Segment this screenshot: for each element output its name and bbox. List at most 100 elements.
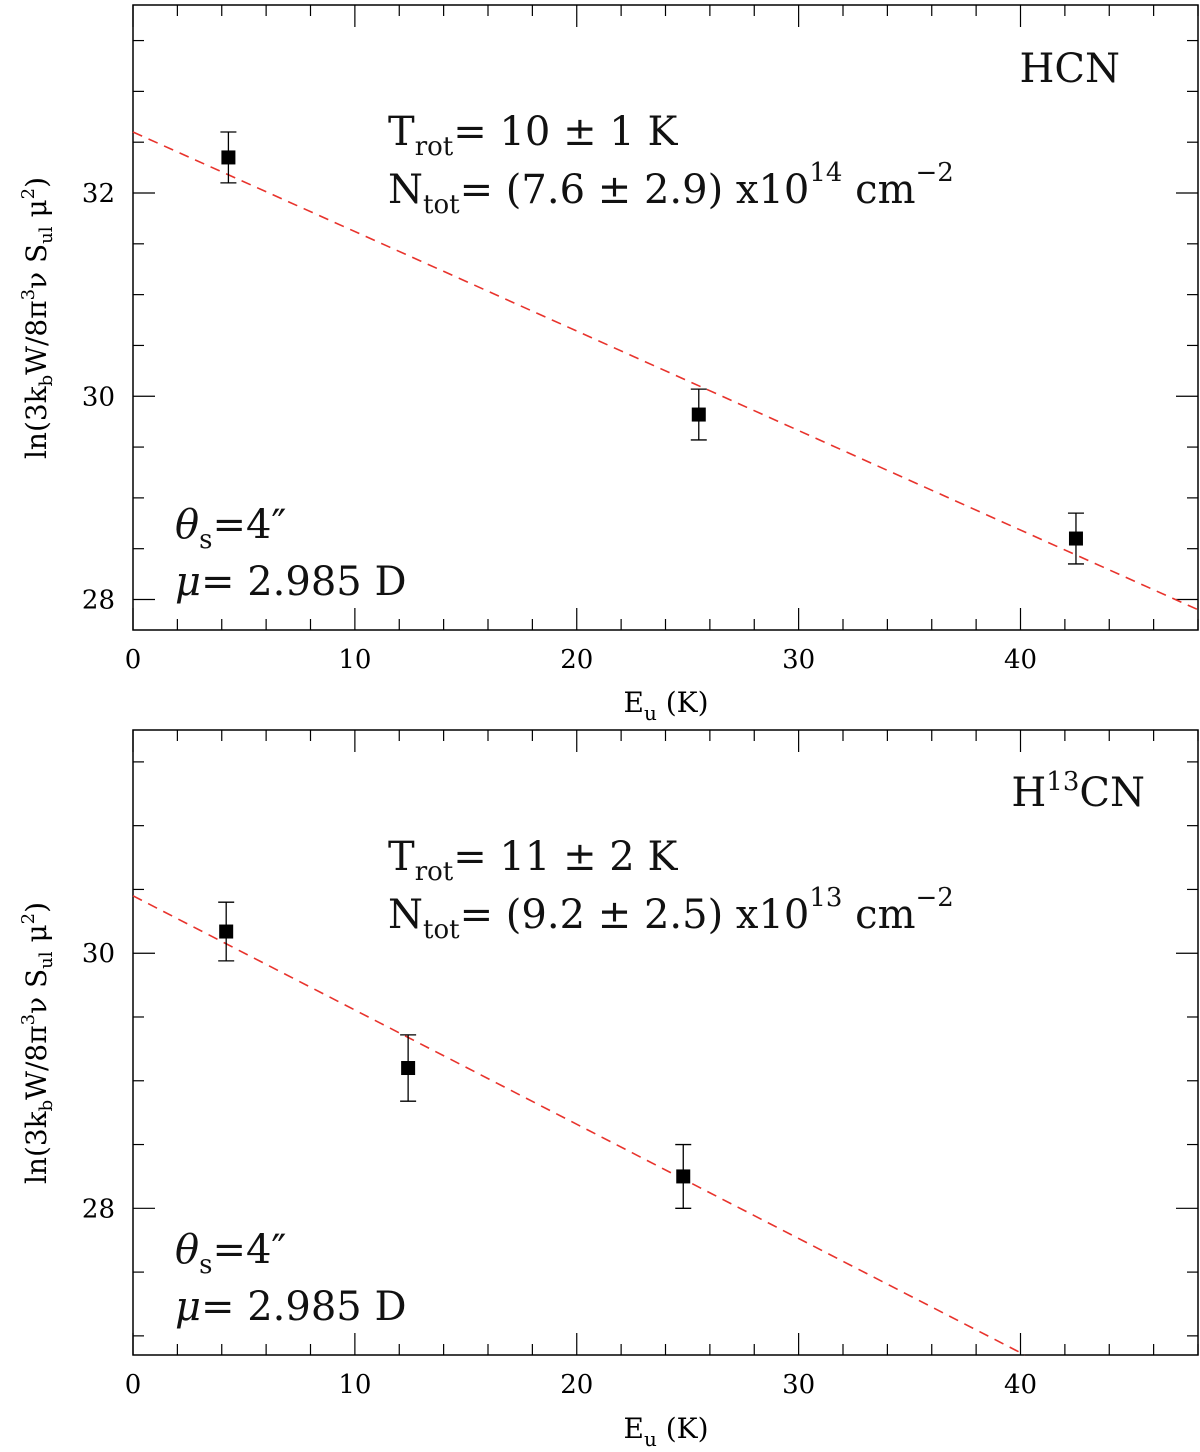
x-axis-main: E — [623, 686, 643, 719]
y-part: ul — [36, 951, 57, 969]
x-tick-label: 10 — [338, 645, 371, 675]
y-part: ul — [36, 226, 57, 244]
ntot-exp: 14 — [809, 158, 842, 188]
data-point — [219, 924, 234, 939]
ntot-value: = (9.2 ± 2.5) x10 — [460, 892, 810, 938]
ntot-unit-exp: −2 — [916, 158, 954, 188]
y-part: ν S — [20, 969, 53, 1014]
y-part: 2 — [18, 913, 39, 924]
mu-annotation: μ= 2.985 D — [175, 559, 407, 605]
x-axis-main: E — [623, 1412, 643, 1445]
molecule-prefix: H — [1011, 770, 1046, 816]
axis-ticks — [132, 5, 1199, 630]
x-axis-title: Eu (K) — [623, 686, 708, 725]
y-axis-title: ln(3kbW/8π3ν Sul μ2) — [18, 902, 57, 1184]
theta-value: =4″ — [212, 502, 286, 548]
y-tick-label: 30 — [82, 382, 115, 412]
y-part: 3 — [18, 1014, 39, 1025]
y-part: μ — [20, 924, 53, 951]
theta-annotation: θs=4″ — [175, 1227, 286, 1280]
tick-labels: 0 10 20 30 40 28 30 — [82, 939, 1037, 1400]
y-part: ν S — [20, 244, 53, 289]
ntot-unit: cm — [842, 167, 915, 213]
data-point — [676, 1169, 691, 1184]
ntot-annotation: Ntot= (7.6 ± 2.9) x1014 cm−2 — [388, 158, 954, 220]
x-axis-rest: (K) — [657, 686, 709, 719]
trot-annotation: Trot= 10 ± 1 K — [388, 109, 678, 162]
theta-sub: s — [199, 525, 212, 555]
x-axis-sub: u — [644, 1427, 657, 1451]
data-points — [218, 901, 692, 1209]
theta-sub: s — [199, 1250, 212, 1280]
y-tick-label: 28 — [82, 1194, 115, 1224]
x-tick-label: 40 — [1004, 645, 1037, 675]
y-tick-label: 28 — [82, 586, 115, 616]
mu-label: μ — [175, 559, 201, 605]
trot-value: = 10 ± 1 K — [453, 109, 678, 155]
tick-labels: 0 10 20 30 40 28 30 32 — [82, 179, 1037, 675]
ntot-sub: tot — [423, 190, 460, 220]
trot-value: = 11 ± 2 K — [453, 834, 678, 880]
y-part: ) — [20, 177, 53, 188]
data-points — [220, 131, 1084, 565]
data-point — [1068, 531, 1083, 546]
ntot-exp: 13 — [809, 883, 842, 913]
y-part: ln(3k — [20, 1110, 53, 1184]
y-part: W/8π — [20, 1025, 53, 1099]
x-tick-label: 20 — [560, 645, 593, 675]
trot-sub: rot — [415, 132, 454, 162]
x-tick-label: 10 — [338, 1370, 371, 1400]
molecule-rest: CN — [1079, 770, 1145, 816]
theta-label: θ — [175, 1227, 199, 1273]
x-tick-label: 30 — [782, 645, 815, 675]
data-point — [221, 150, 236, 165]
y-part: ln(3k — [20, 385, 53, 459]
ntot-annotation: Ntot= (9.2 ± 2.5) x1013 cm−2 — [388, 883, 954, 945]
fit-line — [132, 895, 1026, 1356]
plot-frame — [132, 729, 1199, 1356]
x-tick-label: 30 — [782, 1370, 815, 1400]
ntot-label: N — [388, 892, 423, 938]
theta-value: =4″ — [212, 1227, 286, 1273]
data-point — [691, 407, 706, 422]
molecule-iso: 13 — [1046, 767, 1079, 797]
theta-label: θ — [175, 502, 199, 548]
ntot-unit: cm — [842, 892, 915, 938]
y-part: μ — [20, 199, 53, 226]
mu-annotation: μ= 2.985 D — [175, 1284, 407, 1330]
y-tick-label: 30 — [82, 939, 115, 969]
ntot-unit-exp: −2 — [916, 883, 954, 913]
y-part: 2 — [18, 188, 39, 199]
trot-annotation: Trot= 11 ± 2 K — [388, 834, 678, 887]
y-part: b — [36, 1100, 57, 1112]
fit-line-path — [132, 131, 1199, 611]
y-part: 3 — [18, 289, 39, 300]
ntot-sub: tot — [423, 915, 460, 945]
trot-sub: rot — [415, 857, 454, 887]
theta-annotation: θs=4″ — [175, 502, 286, 555]
x-axis-title: Eu (K) — [623, 1412, 708, 1451]
mu-value: = 2.985 D — [201, 1284, 407, 1330]
molecule-label: H13CN — [1011, 767, 1145, 816]
trot-label: T — [388, 109, 415, 155]
mu-value: = 2.985 D — [201, 559, 407, 605]
fit-line — [132, 131, 1199, 611]
ntot-value: = (7.6 ± 2.9) x10 — [460, 167, 810, 213]
data-point — [401, 1061, 416, 1076]
plot-frame — [132, 4, 1199, 631]
y-axis-title: ln(3kbW/8π3ν Sul μ2) — [18, 177, 57, 459]
x-tick-label: 0 — [125, 645, 142, 675]
axis-ticks — [132, 730, 1199, 1355]
y-tick-label: 32 — [82, 179, 115, 209]
molecule-label: HCN — [1020, 46, 1121, 92]
y-part: W/8π — [20, 300, 53, 374]
y-part: ) — [20, 902, 53, 913]
y-part: b — [36, 375, 57, 387]
trot-label: T — [388, 834, 415, 880]
x-tick-label: 20 — [560, 1370, 593, 1400]
x-tick-label: 40 — [1004, 1370, 1037, 1400]
x-axis-sub: u — [644, 701, 657, 725]
